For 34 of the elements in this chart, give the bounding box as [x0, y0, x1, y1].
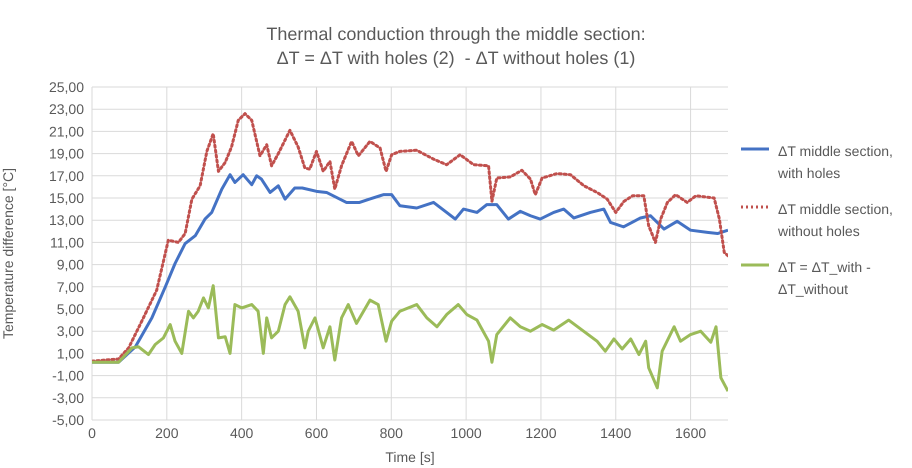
x-tick-label: 200	[155, 424, 179, 441]
y-tick-label: 9,00	[56, 256, 84, 273]
y-tick-label: 15,00	[48, 190, 84, 206]
y-tick-label: 5,00	[56, 300, 84, 317]
x-tick-label: 1400	[600, 424, 632, 441]
chart-title: Thermal conduction through the middle section:	[265, 23, 647, 46]
y-tick-label: -1,00	[52, 368, 84, 384]
x-tick-label: 1600	[675, 424, 706, 441]
x-tick-label: 0	[88, 424, 96, 441]
legend-label: ΔT = ΔT_with - ΔT_without	[778, 258, 872, 299]
y-tick-label: 25,00	[48, 78, 84, 95]
legend-label: ΔT middle section, without holes	[778, 200, 894, 241]
y-axis-title: Temperature difference [°C]	[0, 168, 16, 340]
chart-subtitle: ΔT = ΔT with holes (2) - ΔT without holes (1)	[276, 47, 636, 70]
y-tick-label: 3,00	[56, 323, 84, 340]
x-tick-label: 400	[230, 424, 254, 441]
x-axis-title: Time [s]	[385, 449, 435, 465]
y-tick-label: 17,00	[48, 168, 84, 184]
y-tick-label: -3,00	[52, 390, 84, 406]
y-tick-label: 21,00	[48, 123, 84, 140]
y-tick-label: 19,00	[48, 146, 84, 162]
y-tick-label: -5,00	[52, 412, 84, 428]
y-tick-label: 23,00	[48, 101, 84, 118]
x-tick-label: 1200	[525, 424, 557, 441]
x-tick-label: 800	[380, 424, 404, 441]
y-tick-label: 13,00	[48, 212, 84, 228]
legend-label: ΔT middle section, with holes	[778, 142, 894, 183]
y-tick-label: 7,00	[56, 278, 84, 295]
x-tick-label: 600	[304, 424, 328, 441]
line-series	[92, 284, 728, 393]
y-tick-label: 1,00	[56, 345, 84, 362]
y-tick-label: 11,00	[50, 234, 84, 250]
x-tick-label: 1000	[450, 424, 482, 441]
line-series	[92, 112, 728, 363]
